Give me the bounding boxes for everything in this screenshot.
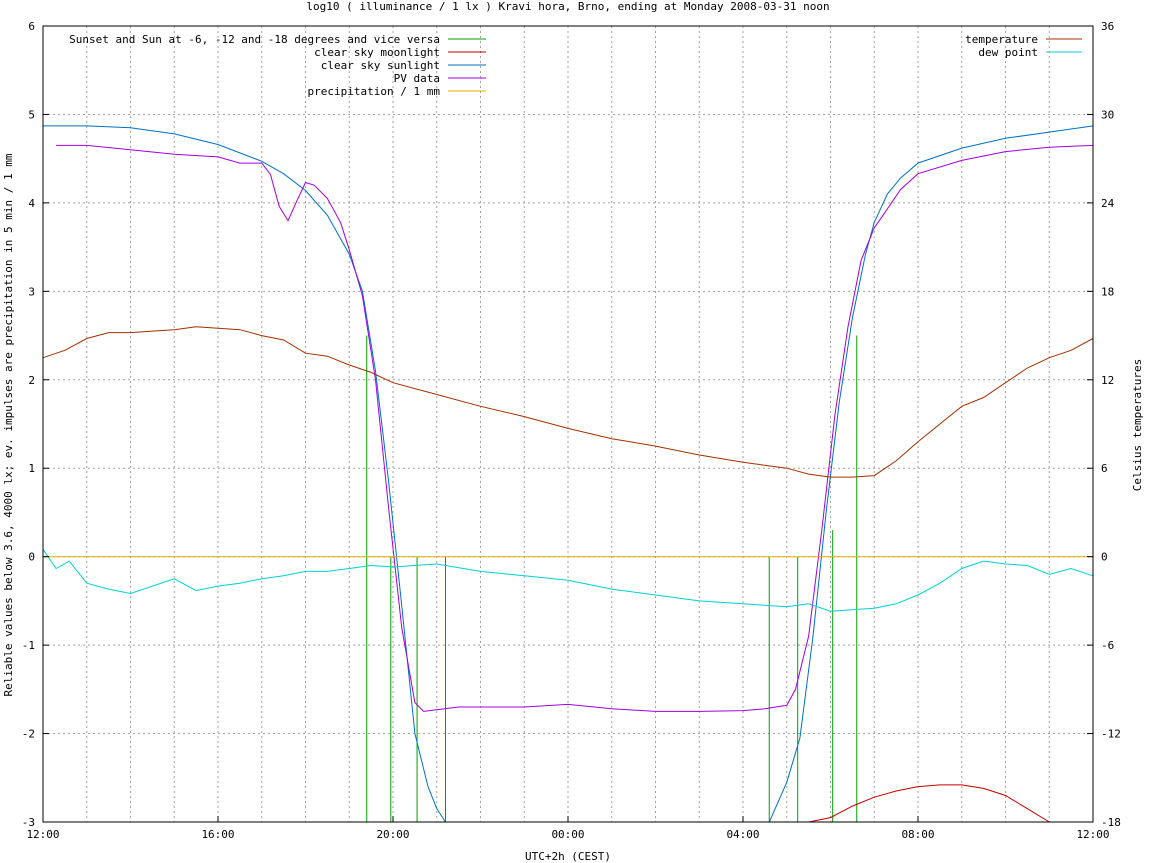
y2-axis-label: Celsius temperatures — [1131, 359, 1144, 491]
y2-tick-label: 36 — [1101, 20, 1114, 33]
y-tick-label: -3 — [22, 816, 35, 829]
legend-label: temperature — [965, 33, 1038, 46]
y2-tick-label: -6 — [1101, 639, 1114, 652]
x-tick-label: 08:00 — [901, 828, 934, 841]
x-tick-label: 20:00 — [376, 828, 409, 841]
x-tick-label: 12:00 — [26, 828, 59, 841]
y-tick-label: 3 — [28, 285, 35, 298]
y2-tick-label: 12 — [1101, 374, 1114, 387]
legend-label: dew point — [978, 46, 1038, 59]
pv-data-line — [56, 144, 1094, 712]
y-axis-label: Reliable values below 3.6, 4000 lx; ev. … — [2, 153, 15, 696]
y-tick-label: 5 — [28, 108, 35, 121]
y2-tick-label: 30 — [1101, 108, 1114, 121]
x-tick-label: 16:00 — [201, 828, 234, 841]
y-tick-label: 4 — [28, 197, 35, 210]
temperature-line — [42, 326, 1094, 478]
y2-tick-label: -12 — [1101, 728, 1121, 741]
legend-label: PV data — [394, 72, 440, 85]
y-tick-label: -2 — [22, 728, 35, 741]
y2-tick-label: 0 — [1101, 551, 1108, 564]
dew-point-line — [42, 549, 1094, 612]
series-layer — [42, 125, 1094, 823]
clear-sky-moonlight-line — [808, 784, 1050, 823]
x-tick-label: 04:00 — [726, 828, 759, 841]
y-tick-label: 1 — [28, 462, 35, 475]
y2-tick-label: 24 — [1101, 197, 1115, 210]
y-tick-label: 6 — [28, 20, 35, 33]
y2-tick-label: -18 — [1101, 816, 1121, 829]
y2-tick-label: 18 — [1101, 285, 1114, 298]
legend-label: clear sky moonlight — [314, 46, 440, 59]
y-tick-label: -1 — [22, 639, 35, 652]
x-axis-label: UTC+2h (CEST) — [525, 850, 611, 863]
legend-label: precipitation / 1 mm — [308, 85, 441, 98]
legend-label: clear sky sunlight — [321, 59, 440, 72]
clear-sky-sunlight-line — [43, 125, 1094, 823]
y2-tick-label: 6 — [1101, 462, 1108, 475]
y-tick-label: 2 — [28, 374, 35, 387]
legend-label: Sunset and Sun at -6, -12 and -18 degree… — [69, 33, 440, 46]
y-tick-label: 0 — [28, 551, 35, 564]
legend-layer: Sunset and Sun at -6, -12 and -18 degree… — [69, 33, 1082, 98]
x-tick-label: 12:00 — [1076, 828, 1109, 841]
x-tick-label: 00:00 — [551, 828, 584, 841]
tick-layer: 12:00 16:00 20:00 00:00 04:00 08:00 12:00 6 5 4 3 2… — [22, 20, 1121, 841]
chart-title: log10 ( illuminance / 1 lx ) Kravi hora,… — [306, 0, 829, 13]
